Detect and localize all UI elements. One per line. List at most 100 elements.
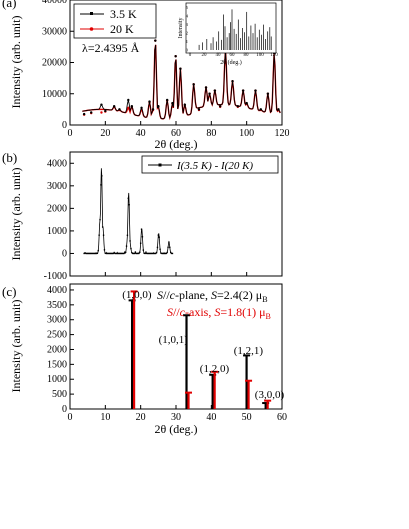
data-point	[96, 252, 99, 255]
data-point	[154, 39, 157, 42]
data-point	[132, 252, 134, 255]
data-point	[231, 80, 234, 83]
y-tick-label: 500	[52, 389, 67, 400]
data-point	[153, 252, 155, 255]
data-point	[162, 252, 164, 255]
data-point	[84, 252, 86, 254]
x-tick-label: 50	[242, 412, 252, 423]
data-point	[179, 67, 182, 70]
data-point	[169, 246, 171, 249]
panel-b-label: (b)	[2, 150, 17, 165]
y-tick-label: 40000	[42, 0, 67, 6]
panel-c: 0 10 20 30 40 50 60 0 500 1000 1500 2000 2500 3000 350…	[2, 283, 287, 436]
y-tick-label: 10000	[42, 89, 67, 100]
data-point	[161, 252, 163, 255]
data-point	[136, 252, 138, 255]
panel-c-label: (c)	[2, 284, 16, 299]
data-point	[156, 246, 159, 249]
data-point	[183, 103, 187, 106]
x-tick-label: 0	[68, 412, 73, 423]
data-point	[142, 249, 145, 251]
y-tick-label: 0	[62, 404, 67, 415]
data-point	[158, 236, 160, 238]
panel-b-axes: -1000 0 1000 2000 3000 4000	[44, 158, 283, 282]
data-point	[148, 100, 151, 103]
inset-frame	[185, 2, 277, 54]
data-point	[197, 108, 201, 111]
legend-box	[141, 155, 279, 174]
y-tick-label: 30000	[42, 26, 67, 37]
legend-box	[73, 3, 157, 39]
data-point	[117, 252, 119, 255]
data-point	[107, 252, 109, 255]
panel-a-xlabel: 2θ (deg.)	[154, 137, 197, 151]
panel-c-xlabel: 2θ (deg.)	[154, 422, 197, 436]
data-point	[109, 252, 111, 255]
panel-c-ylabel: Intensity (arb. unit)	[9, 300, 23, 393]
data-point	[147, 252, 149, 255]
data-point	[97, 249, 99, 252]
data-point	[102, 234, 105, 236]
panel-a-wavelength: λ=2.4395 Å	[82, 41, 140, 55]
data-point	[218, 105, 222, 108]
data-point	[137, 252, 139, 255]
data-point	[99, 218, 101, 221]
data-point	[116, 252, 118, 255]
data-point	[152, 252, 154, 255]
data-point	[135, 252, 137, 255]
y-tick-label: 0	[62, 248, 67, 259]
data-point	[160, 252, 162, 254]
x-tick-label: 30	[171, 412, 181, 423]
data-point	[86, 252, 89, 255]
legend-20k-label: 20 K	[110, 22, 134, 36]
data-point	[133, 252, 136, 255]
data-point	[148, 252, 151, 255]
data-point	[170, 251, 172, 254]
series-line-3p5k	[82, 44, 281, 120]
data-point	[82, 112, 86, 116]
panel-b-series	[83, 168, 174, 255]
panel-b-legend: I(3.5 K) - I(20 K)	[141, 155, 279, 174]
data-point	[155, 251, 158, 254]
data-point	[259, 108, 262, 111]
peak-label: (1,2,0)	[200, 363, 230, 375]
panel-a-label: (a)	[2, 0, 16, 10]
data-point	[128, 204, 130, 206]
data-point	[204, 86, 208, 89]
data-point	[108, 252, 110, 255]
data-point	[98, 234, 100, 236]
y-tick-label: 2000	[47, 344, 67, 355]
data-point	[163, 252, 166, 255]
data-point	[131, 251, 133, 254]
legend-3p5k-label: 3.5 K	[110, 7, 137, 21]
data-point	[129, 240, 131, 242]
panel-c-axes: 0 10 20 30 40 50 60 0 500 1000 1500 2000 2500 3000 350…	[47, 285, 287, 423]
data-point	[106, 252, 108, 255]
data-point	[94, 252, 96, 255]
x-tick-label: 60	[277, 412, 287, 423]
x-tick-label: 20	[136, 412, 146, 423]
inset-x-tick-label: 100	[256, 53, 264, 58]
data-point	[130, 247, 132, 250]
inset-peaks	[198, 9, 272, 50]
y-tick-label: 3500	[47, 300, 67, 311]
data-point	[157, 105, 160, 108]
x-tick-label: 10	[100, 412, 110, 423]
panel-a-series	[82, 39, 281, 121]
panel-c-bars: (1,0,0) (1,0,1) (1,2,0) (1,2,1) (3,0,0)	[122, 289, 284, 409]
inset-y-tick-label: 1	[186, 39, 188, 44]
y-tick-label: 1000	[47, 374, 67, 385]
data-point	[266, 92, 270, 95]
data-point	[165, 252, 167, 255]
inset-y-tick-label: 4	[186, 14, 189, 19]
legend-diff-label: I(3.5 K) - I(20 K)	[176, 160, 253, 172]
data-point	[126, 234, 129, 237]
data-point	[123, 252, 125, 255]
legend1-sub: B	[262, 295, 267, 304]
data-point	[241, 89, 245, 92]
data-point	[167, 246, 169, 249]
data-point	[113, 251, 115, 254]
data-point	[90, 111, 93, 114]
data-point	[165, 98, 169, 102]
